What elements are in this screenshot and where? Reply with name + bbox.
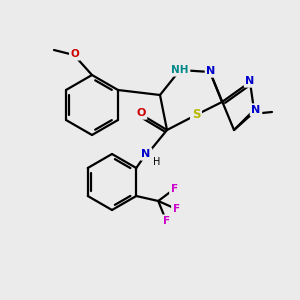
Text: F: F bbox=[163, 216, 170, 226]
Text: O: O bbox=[70, 49, 80, 59]
Text: F: F bbox=[173, 204, 180, 214]
Text: O: O bbox=[136, 108, 146, 118]
Text: S: S bbox=[192, 109, 200, 122]
Text: NH: NH bbox=[171, 65, 189, 75]
Text: F: F bbox=[171, 184, 178, 194]
Text: N: N bbox=[245, 76, 255, 86]
Text: N: N bbox=[141, 149, 151, 159]
Text: N: N bbox=[251, 105, 261, 115]
Text: H: H bbox=[153, 157, 161, 167]
Text: N: N bbox=[206, 66, 216, 76]
